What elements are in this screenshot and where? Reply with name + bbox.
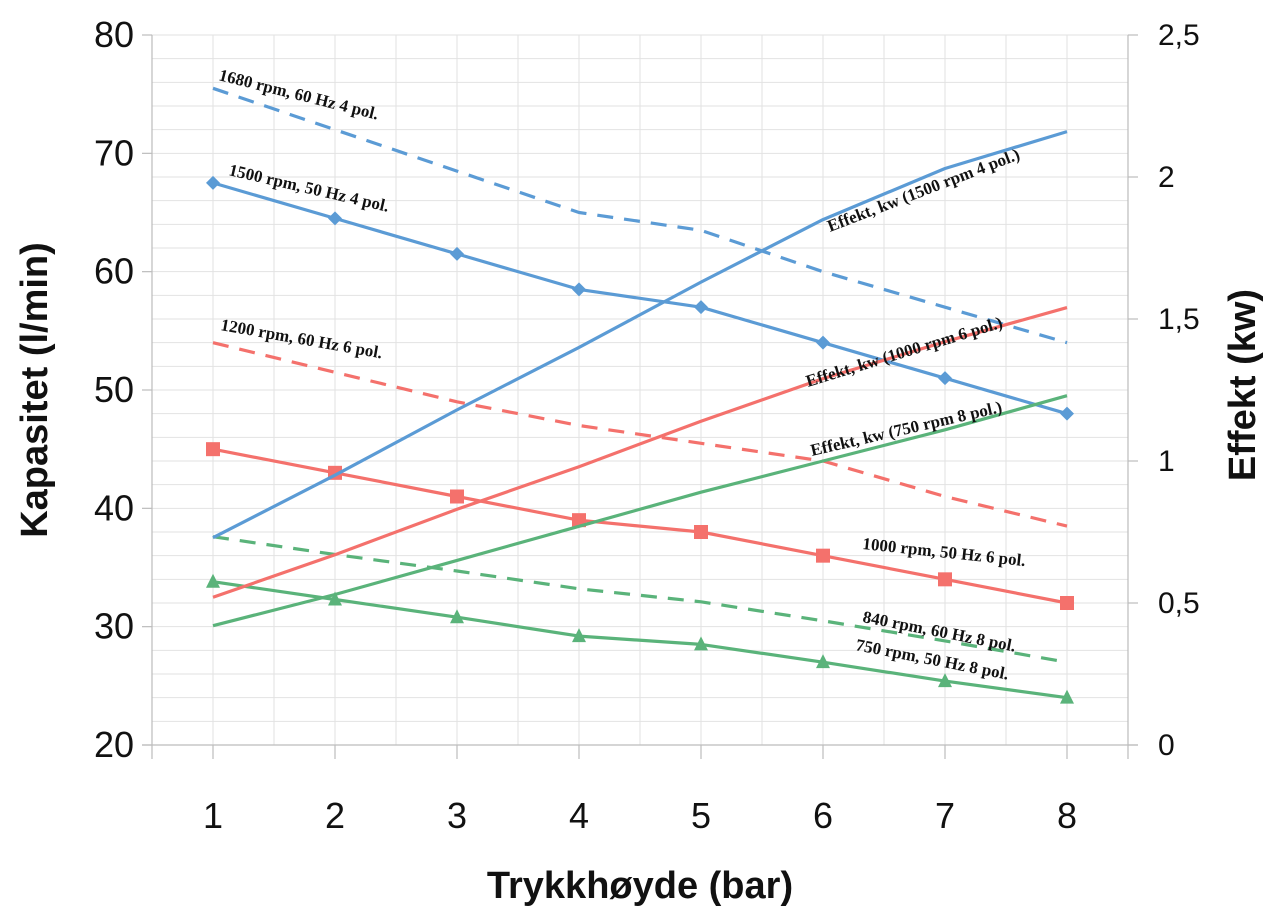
axes: 20 30 40 50 60 70 80 0 0,5 1 1,5 2 2,5 1 2 3 4 5 6 7 8 — [94, 14, 1200, 836]
x-tick-label: 8 — [1057, 795, 1077, 836]
y-tick-label: 70 — [94, 132, 134, 173]
series-line-0 — [212, 86, 1068, 345]
data-point-square — [206, 442, 220, 457]
data-point-square — [450, 489, 464, 504]
series-label-2: 1200 rpm, 60 Hz 6 pol. — [219, 315, 384, 362]
series-line-4 — [212, 535, 1068, 664]
data-point-diamond — [572, 282, 586, 297]
series-line-1 — [212, 181, 1068, 416]
y-tick-label: 20 — [94, 724, 134, 765]
y-tick-label: 30 — [94, 606, 134, 647]
data-point-square — [1060, 596, 1074, 610]
series-line-3 — [212, 447, 1068, 605]
data-point-diamond — [328, 211, 342, 226]
series-label-0: 1680 rpm, 60 Hz 4 pol. — [217, 65, 381, 123]
x-tick-label: 4 — [569, 795, 589, 836]
y2-tick-label: 0 — [1158, 729, 1175, 762]
y2-tick-label: 1 — [1158, 445, 1175, 478]
y-tick-label: 60 — [94, 251, 134, 292]
data-point-triangle — [572, 628, 586, 643]
y-tick-label: 50 — [94, 369, 134, 410]
x-tick-label: 7 — [935, 795, 955, 836]
data-point-square — [816, 548, 830, 563]
y2-tick-label: 1,5 — [1158, 303, 1200, 336]
data-point-triangle — [694, 636, 708, 651]
data-point-triangle — [1060, 689, 1074, 704]
data-point-triangle — [450, 609, 464, 624]
series-line-2 — [212, 341, 1068, 528]
data-point-diamond — [450, 246, 464, 261]
series-label-8: Effekt, kw (750 rpm 8 pol.) — [809, 397, 1004, 460]
x-axis-title: Trykkhøyde (bar) — [487, 865, 793, 907]
y-tick-label: 40 — [94, 487, 134, 528]
series-line-6 — [212, 130, 1068, 540]
data-point-diamond — [938, 371, 952, 386]
series-lines — [206, 86, 1074, 704]
y-axis-title: Kapasitet (l/min) — [14, 242, 56, 538]
data-point-diamond — [206, 175, 220, 190]
series-line-5 — [212, 580, 1068, 700]
data-point-square — [694, 525, 708, 539]
series-labels: 1680 rpm, 60 Hz 4 pol. 1500 rpm, 50 Hz 4 … — [217, 65, 1026, 683]
y2-axis-title: Effekt (kw) — [1222, 289, 1264, 481]
x-tick-label: 3 — [447, 795, 467, 836]
series-line-7 — [212, 306, 1068, 599]
series-label-3: 1000 rpm, 50 Hz 6 pol. — [862, 534, 1027, 570]
x-tick-label: 1 — [203, 795, 223, 836]
data-point-square — [938, 572, 952, 587]
data-point-triangle — [938, 673, 952, 688]
x-tick-label: 2 — [325, 795, 345, 836]
series-label-1: 1500 rpm, 50 Hz 4 pol. — [227, 160, 391, 215]
data-point-diamond — [1060, 406, 1074, 421]
data-point-triangle — [206, 573, 220, 588]
series-line-8 — [212, 394, 1068, 628]
x-tick-label: 5 — [691, 795, 711, 836]
x-tick-label: 6 — [813, 795, 833, 836]
data-point-diamond — [694, 300, 708, 315]
y-tick-label: 80 — [94, 14, 134, 55]
y2-tick-label: 0,5 — [1158, 587, 1200, 620]
data-point-triangle — [328, 591, 342, 606]
series-label-6: Effekt, kw (1500 rpm 4 pol.) — [825, 145, 1023, 236]
data-point-diamond — [816, 335, 830, 350]
y2-tick-label: 2,5 — [1158, 19, 1200, 52]
y2-tick-label: 2 — [1158, 161, 1175, 194]
data-point-triangle — [816, 654, 830, 669]
series-label-7: Effekt, kw (1000 rpm 6 pol.) — [804, 313, 1005, 391]
